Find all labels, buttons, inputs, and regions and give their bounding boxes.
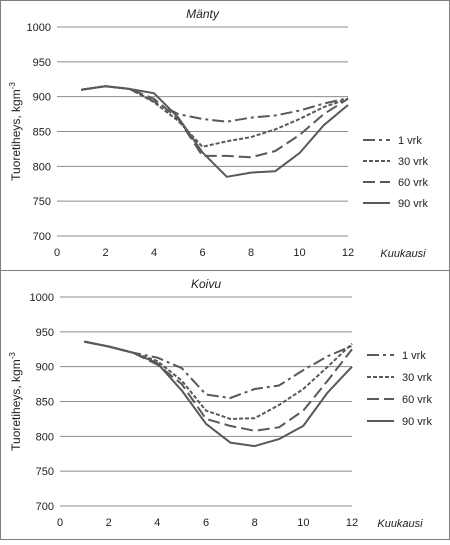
chart1-legend-label: 90 vrk [398, 198, 428, 210]
chart1-y-axis-label: Tuoretiheys, kgm-3 [8, 82, 23, 181]
chart1-x-tick-label: 10 [293, 247, 305, 259]
chart1-y-tick-label: 800 [33, 161, 51, 173]
chart1-x-tick-label: 4 [151, 247, 157, 259]
chart2-series-line-1-vrk [84, 340, 353, 399]
chart2-y-axis-label-superscript: -3 [8, 352, 17, 360]
chart2-legend-label: 90 vrk [402, 416, 432, 428]
chart1-x-tick-label: 0 [54, 247, 60, 259]
chart2-legend-label: 1 vrk [402, 350, 426, 362]
chart1-y-tick-label: 750 [33, 196, 51, 208]
chart2-x-tick-label: 0 [57, 517, 63, 529]
chart2-y-tick-label: 900 [36, 362, 54, 374]
chart2-x-tick-label: 10 [297, 517, 309, 529]
chart2-y-tick-label: 850 [36, 397, 54, 409]
chart1-y-tick-label: 700 [33, 231, 51, 243]
chart2-x-tick-label: 4 [154, 517, 160, 529]
chart2-y-tick-label: 1000 [30, 292, 54, 304]
chart1-legend-label: 60 vrk [398, 177, 428, 189]
chart1-series-line-90-vrk [81, 85, 349, 178]
chart2-y-tick-label: 950 [36, 327, 54, 339]
chart2-x-tick-label: 6 [203, 517, 209, 529]
chart2-y-tick-label: 700 [36, 501, 54, 513]
chart1-x-tick-label: 8 [248, 247, 254, 259]
chart1-series-line-1-vrk [81, 85, 349, 123]
chart1-y-tick-label: 950 [33, 57, 51, 69]
chart2-x-tick-label: 8 [252, 517, 258, 529]
chart1-y-tick-label: 850 [33, 127, 51, 139]
chart2-y-tick-label: 750 [36, 466, 54, 478]
chart2-y-axis-label: Tuoretiheys, kgm-3 [8, 352, 23, 451]
chart1-y-axis-label-text: Tuoretiheys, kgm [9, 89, 23, 181]
chart2-series-line-90-vrk [84, 340, 353, 448]
chart1-x-tick-label: 2 [102, 247, 108, 259]
chart2-title: Koivu [191, 277, 221, 291]
chart2-y-axis-label-text: Tuoretiheys, kgm [9, 359, 23, 451]
chart2-x-tick-label: 2 [106, 517, 112, 529]
chart2-legend-label: 60 vrk [402, 394, 432, 406]
chart1-y-tick-label: 900 [33, 92, 51, 104]
chart2-legend-label: 30 vrk [402, 372, 432, 384]
chart1-x-tick-label: 12 [342, 247, 354, 259]
chart1-x-tick-label: 6 [199, 247, 205, 259]
chart1-y-tick-label: 1000 [27, 22, 51, 34]
chart1-legend-label: 30 vrk [398, 156, 428, 168]
chart2-y-tick-label: 800 [36, 431, 54, 443]
chart2-x-axis-label: Kuukausi [377, 518, 423, 530]
chart2-x-tick-label: 12 [346, 517, 358, 529]
chart1-x-axis-label: Kuukausi [380, 248, 426, 260]
chart1-y-axis-label-superscript: -3 [8, 82, 17, 90]
chart1-title: Mänty [186, 7, 220, 21]
chart1-legend-label: 1 vrk [398, 135, 422, 147]
